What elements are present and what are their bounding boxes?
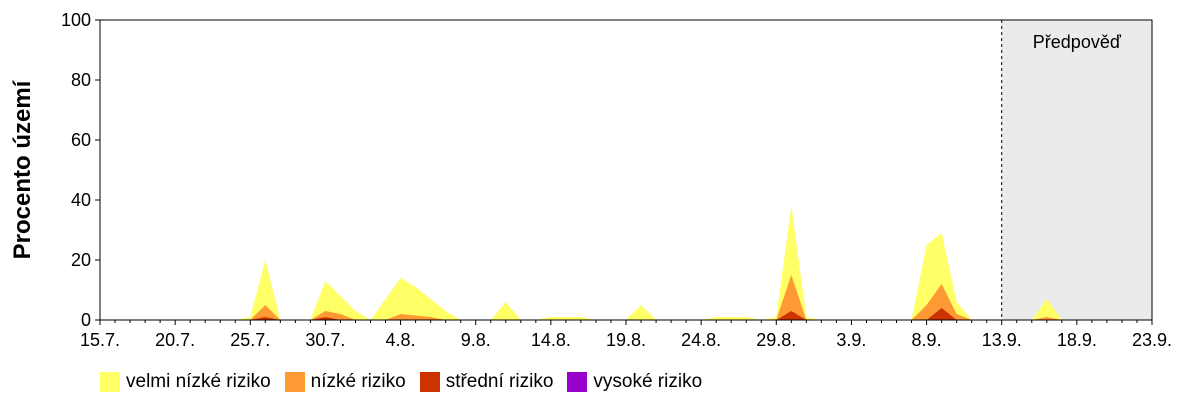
y-tick-label: 80 — [71, 70, 91, 90]
legend-label: vysoké riziko — [593, 371, 703, 392]
legend-swatch — [419, 372, 440, 392]
y-tick-label: 100 — [61, 10, 91, 30]
legend-item: vysoké riziko — [567, 371, 702, 393]
legend-swatch — [284, 372, 305, 392]
legend-swatch — [567, 372, 588, 392]
series-area-1 — [100, 275, 1152, 320]
x-tick-label: 25.7. — [230, 330, 270, 350]
x-tick-label: 3.9. — [836, 330, 866, 350]
x-tick-label: 24.8. — [681, 330, 721, 350]
x-tick-label: 30.7. — [305, 330, 345, 350]
x-tick-label: 15.7. — [80, 330, 120, 350]
plot-frame — [99, 19, 1153, 321]
y-axis-title: Procento území — [9, 79, 36, 259]
x-tick-label: 20.7. — [155, 330, 195, 350]
x-tick-label: 29.8. — [756, 330, 796, 350]
x-tick-label: 18.9. — [1057, 330, 1097, 350]
forecast-label: Předpověď — [1033, 32, 1122, 52]
x-tick-label: 4.8. — [386, 330, 416, 350]
legend-label: nízké riziko — [310, 371, 406, 392]
series-area-0 — [100, 206, 1152, 320]
legend-item: nízké riziko — [284, 371, 406, 393]
legend-label: střední riziko — [445, 371, 554, 392]
x-tick-label: 9.8. — [461, 330, 491, 350]
x-tick-label: 14.8. — [531, 330, 571, 350]
x-tick-label: 19.8. — [606, 330, 646, 350]
legend-label: velmi nízké riziko — [126, 371, 271, 392]
forecast-region — [1001, 20, 1152, 320]
legend-item: střední riziko — [419, 371, 554, 393]
legend: velmi nízké riziko nízké riziko střední ri… — [100, 371, 716, 393]
series-areas — [100, 206, 1152, 320]
x-tick-label: 13.9. — [982, 330, 1022, 350]
legend-item: velmi nízké riziko — [100, 371, 271, 393]
y-tick-label: 60 — [71, 130, 91, 150]
x-tick-label: 23.9. — [1132, 330, 1172, 350]
axis-ticks: 15.7. 20.7. 25.7. 30.7. 4.8. 9.8. 14.8. 19.8. 24… — [61, 10, 1172, 350]
y-tick-label: 20 — [71, 250, 91, 270]
y-tick-label: 0 — [81, 310, 91, 330]
x-tick-label: 8.9. — [912, 330, 942, 350]
legend-swatch — [100, 372, 120, 392]
series-area-2 — [100, 308, 1152, 320]
y-tick-label: 40 — [71, 190, 91, 210]
